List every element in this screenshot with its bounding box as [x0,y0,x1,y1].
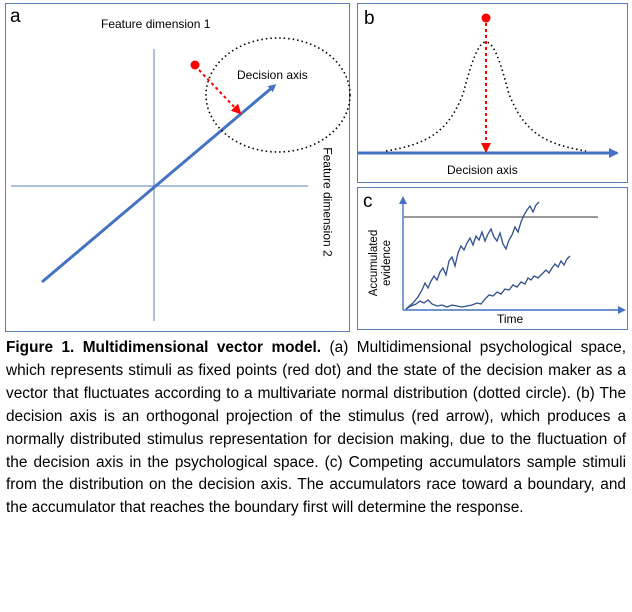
time-label: Time [497,312,524,326]
panel-b-graphic [358,13,619,158]
accumulator-trace-1 [405,201,540,310]
panel-c-letter: c [363,191,373,212]
decision-axis-label-b: Decision axis [447,163,518,177]
fluctuation-circle [205,37,351,153]
panel-a-graphic [11,37,351,321]
figure-caption: Figure 1. Multidimensional vector model.… [6,337,626,520]
panel-c-graphic [399,196,626,314]
panel-a: a Feature dimension 1 Decision axis Feat… [5,3,351,332]
panel-b-letter: b [364,8,375,29]
panel-b: b Decision axis [357,3,628,183]
caption-label: Figure 1. Multidimensional vector model. [6,339,322,356]
stimulus-dot-b [481,13,491,23]
decision-axis-label-a: Decision axis [237,68,308,82]
decision-axis-vector [41,84,277,284]
feature-dimension-1-label: Feature dimension 1 [101,17,211,31]
stimulus-dot-a [190,60,200,70]
panel-c: c Accumulated evidence Time [357,187,628,330]
projection-arrow-a [198,69,242,115]
caption-text: (a) Multidimensional psychological space… [6,339,626,517]
accumulator-trace-2 [405,255,571,310]
panel-a-letter: a [10,6,21,27]
